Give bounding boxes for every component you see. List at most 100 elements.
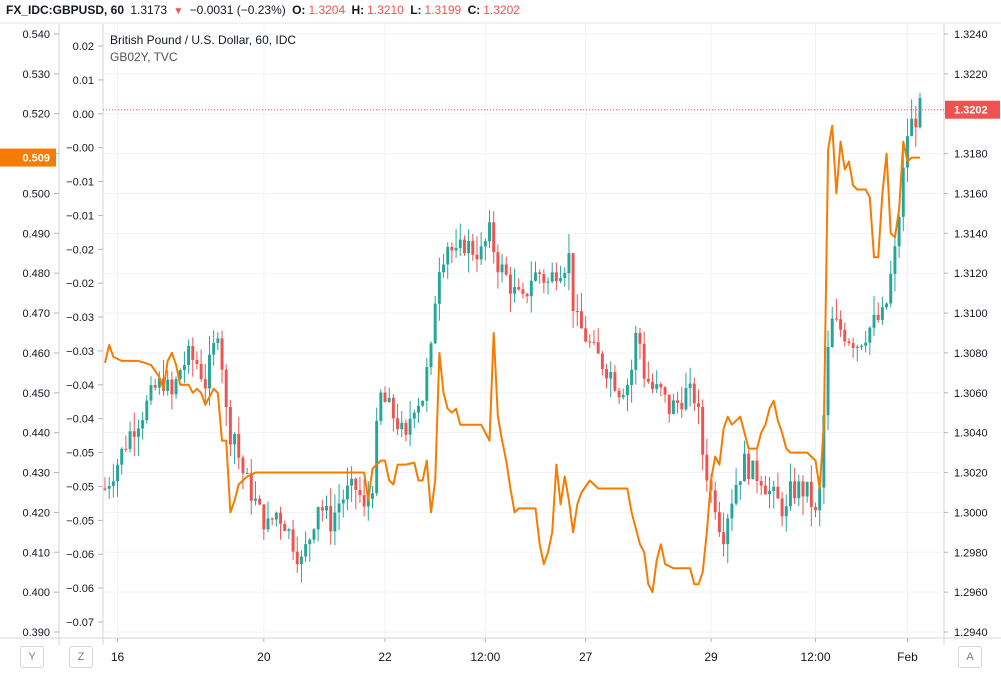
candle-body [722,532,726,545]
inner-axis-tick-label: −0.01 [66,210,94,222]
candle-body [387,397,391,403]
candle-body [901,167,905,217]
candle-body [713,490,717,513]
inner-axis-tick-label: −0.06 [66,583,94,595]
inner-axis-tick-label: −0.00 [66,143,94,155]
candle-body [329,506,333,532]
inner-axis-tick-label: −0.05 [66,481,94,493]
candle-body [233,434,237,445]
compare-symbol-label[interactable]: GB02Y, TVC [110,50,178,64]
left-axis-tick-label: 0.500 [22,188,50,200]
candle-body [554,272,558,282]
gb02y-series-line [104,124,920,594]
candle-body [249,473,253,501]
inner-axis-tick-label: −0.04 [66,414,94,426]
candle-body [479,246,483,260]
candle-body [475,254,479,260]
candle-body [195,360,199,365]
candle-body [751,460,755,480]
candle-body [341,499,345,504]
right-axis-tick-label: 1.2940 [954,627,988,639]
auto-scale-button[interactable]: A [958,646,982,668]
candle-body [316,507,320,530]
candle-body [333,512,337,532]
low-label: L: [410,3,422,17]
candle-body [697,403,700,408]
candle-body [216,338,220,344]
gb02y-value-badge [0,148,56,167]
candle-body [149,385,153,401]
candle-body [805,481,809,497]
left-axis-tick-label: 0.400 [22,587,50,599]
right-axis-tick-label: 1.2960 [954,587,988,599]
candle-body [325,506,328,511]
candle-body [613,372,617,391]
candle-body [625,384,629,396]
candle-body [458,239,462,248]
candle-body [742,453,746,482]
inner-axis-tick-label: −0.05 [66,515,94,527]
candle-body [145,400,149,421]
candle-body [839,319,843,330]
candle-body [496,252,500,273]
inner-axis-tick-label: −0.05 [66,448,94,460]
candle-body [642,343,646,379]
candle-body [788,481,792,507]
candle-body [166,379,170,391]
candle-body [404,422,408,435]
left-axis-tick-label: 0.470 [22,308,50,320]
time-axis-tick-label: 29 [704,650,718,664]
candle-body [500,264,504,273]
candle-body [826,346,830,416]
candle-body [738,481,742,485]
right-axis-tick-label: 1.3040 [954,428,988,440]
inner-axis-tick-label: −0.06 [66,549,94,561]
candle-body [701,407,705,455]
candle-body [609,372,613,379]
candle-body [914,118,918,128]
candle-body [383,392,387,403]
candle-body [617,390,621,398]
candle-body [830,318,834,347]
candle-body [220,338,224,370]
candle-body [442,264,446,273]
candle-body [692,383,696,404]
candle-body [525,293,529,297]
inner-axis-scale-button[interactable]: Z [69,646,93,668]
candle-body [768,490,772,495]
candle-body [270,518,274,520]
candle-body [471,240,475,255]
inner-axis-tick-label: −0.07 [66,617,94,629]
candle-body [567,253,571,274]
candle-body [429,343,433,368]
candle-body [241,457,245,474]
candle-body [671,400,675,414]
candle-body [350,478,354,486]
candle-body [655,384,659,389]
candle-body [822,415,826,488]
candle-body [705,454,709,481]
candle-body [396,418,400,430]
candle-body [747,453,751,480]
left-axis-tick-label: 0.450 [22,388,50,400]
candle-body [433,303,437,344]
candle-body [663,387,667,395]
candle-body [855,346,859,348]
candle-body [529,280,533,297]
chart-title: British Pound / U.S. Dollar, 60, IDC [110,33,297,47]
left-axis-scale-button[interactable]: Y [20,646,44,668]
candle-body [726,518,730,545]
open-label: O: [292,3,306,17]
inner-axis-tick-label: 0.00 [73,109,94,121]
candle-body [174,379,178,395]
symbol-name[interactable]: FX_IDC:GBPUSD, 60 [6,3,125,17]
right-axis-tick-label: 1.3140 [954,228,988,240]
candle-body [797,481,801,499]
candle-body [421,400,425,406]
candle-body [379,392,383,421]
candle-body [659,384,663,388]
candle-body [124,448,128,450]
candle-body [212,343,216,355]
candle-body [592,341,596,343]
